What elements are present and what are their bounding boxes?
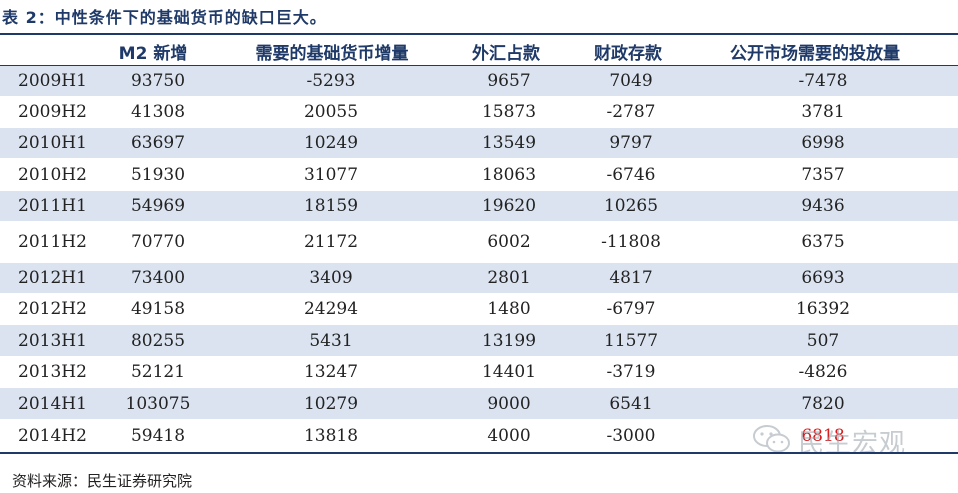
table-row: 2013H1 80255 5431 13199 11577 507 <box>0 325 958 356</box>
cell-m2: 41308 <box>130 102 186 122</box>
row-label: 2009H2 <box>18 102 87 122</box>
cell-omo: 6998 <box>801 133 845 153</box>
cell-base-money: 20055 <box>303 102 359 122</box>
header-rule <box>0 65 958 66</box>
cell-fx: 9000 <box>487 393 531 414</box>
cell-base-money: 21172 <box>303 232 359 252</box>
cell-m2: 52121 <box>130 362 186 382</box>
top-rule <box>0 33 958 35</box>
row-label: 2010H1 <box>18 133 87 153</box>
cell-omo: 16392 <box>795 299 851 319</box>
cell-m2: 103075 <box>125 393 191 414</box>
table-row: 2009H1 93750 -5293 9657 7049 -7478 <box>0 66 958 96</box>
cell-base-money: -5293 <box>306 71 356 91</box>
cell-fx: 15873 <box>481 102 537 122</box>
cell-base-money: 18159 <box>303 196 359 216</box>
cell-m2: 63697 <box>130 133 186 153</box>
cell-omo: 507 <box>806 330 840 351</box>
cell-base-money: 13818 <box>303 425 359 446</box>
cell-base-money: 5431 <box>309 330 353 351</box>
cell-m2: 80255 <box>130 330 186 351</box>
cell-omo: 7357 <box>801 164 845 185</box>
cell-omo-highlight: 6818 <box>801 425 845 446</box>
table-row: 2012H1 73400 3409 2801 4817 6693 <box>0 263 958 293</box>
cell-fiscal: 10265 <box>603 196 659 216</box>
table-row: 2014H2 59418 13818 4000 -3000 6818 <box>0 419 958 452</box>
header-fiscal-deposits: 财政存款 <box>594 44 662 64</box>
cell-fx: 4000 <box>487 425 531 446</box>
row-label: 2013H2 <box>18 362 87 382</box>
cell-fx: 13549 <box>481 133 537 153</box>
header-m2: M2 新增 <box>118 44 188 64</box>
cell-fiscal: -11808 <box>601 232 661 252</box>
cell-m2: 73400 <box>130 268 186 288</box>
cell-fiscal: -6746 <box>606 164 656 185</box>
table-row: 2011H1 54969 18159 19620 10265 9436 <box>0 191 958 221</box>
bottom-rule <box>0 452 958 454</box>
cell-m2: 70770 <box>130 232 186 252</box>
cell-m2: 51930 <box>130 164 186 185</box>
cell-omo: -7478 <box>798 71 848 91</box>
cell-m2: 54969 <box>130 196 186 216</box>
row-label: 2014H1 <box>18 393 87 414</box>
cell-fx: 6002 <box>487 232 531 252</box>
cell-fiscal: 9797 <box>609 133 653 153</box>
table-header: M2 新增 需要的基础货币增量 外汇占款 财政存款 公开市场需要的投放量 <box>0 35 958 65</box>
table-row: 2010H1 63697 10249 13549 9797 6998 <box>0 128 958 158</box>
cell-fiscal: 11577 <box>603 330 659 351</box>
cell-fiscal: -3000 <box>606 425 656 446</box>
row-label: 2012H2 <box>18 299 87 319</box>
row-label: 2014H2 <box>18 425 87 446</box>
cell-fx: 19620 <box>481 196 537 216</box>
source-note: 资料来源：民生证券研究院 <box>12 472 193 490</box>
cell-fiscal: 4817 <box>609 268 653 288</box>
cell-fiscal: 6541 <box>609 393 653 414</box>
cell-omo: 6693 <box>801 268 845 288</box>
cell-fx: 1480 <box>487 299 531 319</box>
row-label: 2011H1 <box>18 196 87 216</box>
cell-fiscal: -6797 <box>606 299 656 319</box>
cell-fiscal: -2787 <box>606 102 656 122</box>
cell-omo: -4826 <box>798 362 848 382</box>
cell-fiscal: -3719 <box>606 362 656 382</box>
wechat-icon <box>752 423 792 459</box>
row-label: 2009H1 <box>18 71 87 91</box>
row-label: 2010H2 <box>18 164 87 185</box>
cell-base-money: 31077 <box>303 164 359 185</box>
cell-fx: 18063 <box>481 164 537 185</box>
table-title: 表 2：中性条件下的基础货币的缺口巨大。 <box>2 8 327 27</box>
header-omo: 公开市场需要的投放量 <box>730 44 900 64</box>
table-row: 2013H2 52121 13247 14401 -3719 -4826 <box>0 356 958 388</box>
cell-omo: 9436 <box>801 196 845 216</box>
table-row: 2012H2 49158 24294 1480 -6797 16392 <box>0 293 958 325</box>
table-body: 2009H1 93750 -5293 9657 7049 -7478 2009H… <box>0 66 958 452</box>
header-base-money: 需要的基础货币增量 <box>255 44 409 64</box>
cell-fx: 13199 <box>481 330 537 351</box>
header-fx-reserves: 外汇占款 <box>472 44 540 64</box>
row-label: 2012H1 <box>18 268 87 288</box>
cell-fx: 2801 <box>487 268 531 288</box>
table-row: 2009H2 41308 20055 15873 -2787 3781 <box>0 96 958 128</box>
cell-base-money: 13247 <box>303 362 359 382</box>
cell-fx: 14401 <box>481 362 537 382</box>
cell-base-money: 24294 <box>303 299 359 319</box>
cell-m2: 59418 <box>130 425 186 446</box>
cell-fx: 9657 <box>487 71 531 91</box>
cell-omo: 7820 <box>801 393 845 414</box>
table-row: 2014H1 103075 10279 9000 6541 7820 <box>0 388 958 419</box>
cell-base-money: 10279 <box>303 393 359 414</box>
table-row: 2011H2 70770 21172 6002 -11808 6375 <box>0 221 958 263</box>
cell-m2: 49158 <box>130 299 186 319</box>
row-label: 2013H1 <box>18 330 87 351</box>
cell-base-money: 10249 <box>303 133 359 153</box>
cell-omo: 3781 <box>801 102 845 122</box>
cell-fiscal: 7049 <box>609 71 653 91</box>
row-label: 2011H2 <box>18 232 87 252</box>
table-row: 2010H2 51930 31077 18063 -6746 7357 <box>0 158 958 191</box>
cell-omo: 6375 <box>801 232 845 252</box>
cell-base-money: 3409 <box>309 268 353 288</box>
cell-m2: 93750 <box>130 71 186 91</box>
